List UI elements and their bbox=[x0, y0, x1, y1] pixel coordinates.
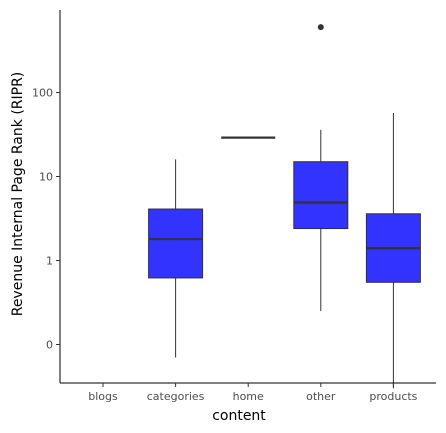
box-other bbox=[293, 24, 349, 312]
y-axis-title: Revenue Internal Page Rank (RIPR) bbox=[10, 72, 26, 317]
x-axis-title: content bbox=[212, 408, 266, 424]
x-tick-label: blogs bbox=[88, 390, 118, 403]
y-tick-label: 100 bbox=[32, 87, 53, 100]
x-tick-label: other bbox=[306, 390, 336, 403]
box-products bbox=[365, 113, 421, 389]
x-axis-ticks: blogs categories home other products bbox=[88, 383, 418, 403]
x-tick-label: home bbox=[233, 390, 264, 403]
y-tick-label: 0 bbox=[46, 339, 53, 352]
box-categories bbox=[148, 159, 204, 358]
y-axis-ticks: 0 1 10 100 bbox=[32, 87, 60, 352]
x-tick-label: products bbox=[369, 390, 417, 403]
box-body bbox=[293, 161, 349, 230]
x-tick-label: categories bbox=[147, 390, 205, 403]
outlier-point bbox=[317, 24, 324, 31]
box-body bbox=[148, 208, 204, 279]
plot-area bbox=[148, 24, 421, 389]
y-tick-label: 1 bbox=[46, 255, 53, 268]
y-tick-label: 10 bbox=[39, 171, 53, 184]
